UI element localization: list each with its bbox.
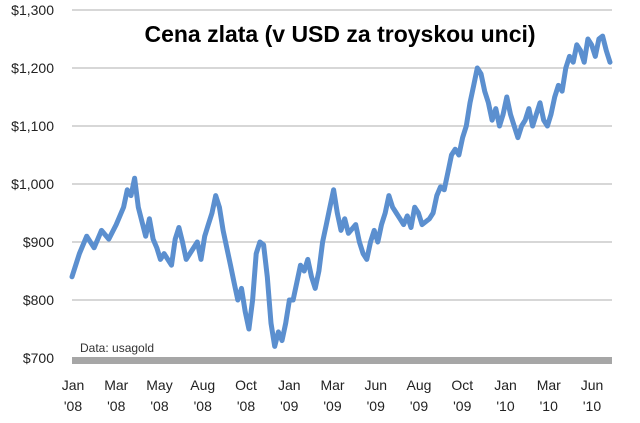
x-tick-label-year: '09 bbox=[410, 398, 428, 414]
source-note: Data: usagold bbox=[80, 341, 154, 355]
x-tick-label-year: '09 bbox=[280, 398, 298, 414]
x-tick-label-month: May bbox=[146, 377, 172, 393]
x-tick-label-year: '08 bbox=[107, 398, 125, 414]
x-axis-bar bbox=[72, 357, 612, 364]
x-tick-labels: Jan '08 Mar '08 May '08 Aug '08 Oct '08 Jan '09 Mar '… bbox=[62, 377, 604, 414]
y-tick-label: $800 bbox=[23, 292, 54, 308]
x-tick-label-year: '08 bbox=[64, 398, 82, 414]
y-tick-labels: $700 $800 $900 $1,000 $1,100 $1,200 $1,300 bbox=[11, 2, 54, 366]
x-tick-label-month: Jan bbox=[494, 377, 517, 393]
x-tick-label-year: '10 bbox=[583, 398, 601, 414]
x-tick-label-year: '08 bbox=[237, 398, 255, 414]
x-tick-label-year: '09 bbox=[323, 398, 341, 414]
x-tick-label-month: Oct bbox=[451, 377, 473, 393]
x-tick-label-year: '09 bbox=[367, 398, 385, 414]
x-tick-label-month: Jun bbox=[364, 377, 387, 393]
x-tick-label-month: Jan bbox=[62, 377, 85, 393]
x-tick-label-year: '08 bbox=[194, 398, 212, 414]
series-line-gold-price bbox=[69, 33, 613, 349]
x-tick-label-month: Jun bbox=[581, 377, 604, 393]
x-tick-label-month: Aug bbox=[407, 377, 432, 393]
chart-title: Cena zlata (v USD za troyskou unci) bbox=[144, 21, 535, 47]
y-tick-label: $900 bbox=[23, 234, 54, 250]
grid-lines bbox=[72, 9, 612, 301]
x-tick-label-month: Aug bbox=[190, 377, 215, 393]
y-tick-label: $1,100 bbox=[11, 118, 54, 134]
x-tick-label-month: Jan bbox=[278, 377, 301, 393]
x-tick-label-month: Oct bbox=[235, 377, 257, 393]
y-tick-label: $1,300 bbox=[11, 2, 54, 18]
x-tick-label-month: Mar bbox=[104, 377, 128, 393]
x-tick-label-year: '09 bbox=[453, 398, 471, 414]
x-tick-label-month: Mar bbox=[320, 377, 344, 393]
y-tick-label: $1,000 bbox=[11, 176, 54, 192]
x-tick-label-month: Mar bbox=[537, 377, 561, 393]
y-tick-label: $700 bbox=[23, 350, 54, 366]
y-tick-label: $1,200 bbox=[11, 60, 54, 76]
x-tick-label-year: '10 bbox=[496, 398, 514, 414]
x-tick-label-year: '08 bbox=[150, 398, 168, 414]
x-tick-label-year: '10 bbox=[540, 398, 558, 414]
